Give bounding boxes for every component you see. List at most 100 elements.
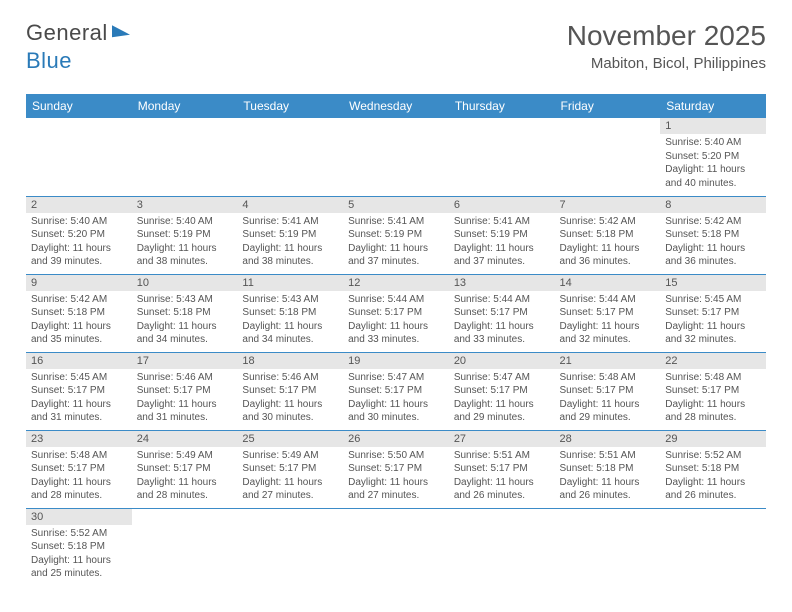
daylight-text-2: and 28 minutes. [137,489,233,503]
sunset-text: Sunset: 5:17 PM [454,384,550,398]
daylight-text-1: Daylight: 11 hours [454,476,550,490]
daylight-text-2: and 27 minutes. [348,489,444,503]
daylight-text-1: Daylight: 11 hours [665,476,761,490]
day-number: 24 [132,431,238,447]
daylight-text-2: and 30 minutes. [242,411,338,425]
logo: General [26,20,132,46]
daylight-text-1: Daylight: 11 hours [137,398,233,412]
logo-text-general: General [26,20,108,46]
daylight-text-2: and 35 minutes. [31,333,127,347]
day-info: Sunrise: 5:52 AMSunset: 5:18 PMDaylight:… [660,447,766,507]
daylight-text-2: and 38 minutes. [137,255,233,269]
day-info: Sunrise: 5:46 AMSunset: 5:17 PMDaylight:… [132,369,238,429]
daylight-text-2: and 31 minutes. [137,411,233,425]
calendar-cell [555,508,661,586]
day-number: 22 [660,353,766,369]
sunrise-text: Sunrise: 5:42 AM [665,215,761,229]
weekday-header: Friday [555,94,661,118]
daylight-text-1: Daylight: 11 hours [31,398,127,412]
calendar-cell: 24Sunrise: 5:49 AMSunset: 5:17 PMDayligh… [132,430,238,508]
sunrise-text: Sunrise: 5:52 AM [31,527,127,541]
calendar-cell [343,118,449,196]
day-info: Sunrise: 5:42 AMSunset: 5:18 PMDaylight:… [660,213,766,273]
day-info: Sunrise: 5:48 AMSunset: 5:17 PMDaylight:… [660,369,766,429]
sunrise-text: Sunrise: 5:45 AM [665,293,761,307]
day-number: 12 [343,275,449,291]
sunset-text: Sunset: 5:18 PM [665,462,761,476]
calendar-cell [449,118,555,196]
weekday-header: Thursday [449,94,555,118]
sunrise-text: Sunrise: 5:41 AM [348,215,444,229]
day-info: Sunrise: 5:43 AMSunset: 5:18 PMDaylight:… [132,291,238,351]
daylight-text-1: Daylight: 11 hours [665,242,761,256]
day-info: Sunrise: 5:41 AMSunset: 5:19 PMDaylight:… [449,213,555,273]
day-number: 23 [26,431,132,447]
day-info: Sunrise: 5:41 AMSunset: 5:19 PMDaylight:… [237,213,343,273]
day-number: 5 [343,197,449,213]
calendar-cell: 17Sunrise: 5:46 AMSunset: 5:17 PMDayligh… [132,352,238,430]
sunrise-text: Sunrise: 5:42 AM [31,293,127,307]
day-info: Sunrise: 5:47 AMSunset: 5:17 PMDaylight:… [343,369,449,429]
calendar-row: 16Sunrise: 5:45 AMSunset: 5:17 PMDayligh… [26,352,766,430]
sunrise-text: Sunrise: 5:52 AM [665,449,761,463]
sunset-text: Sunset: 5:18 PM [31,540,127,554]
calendar-cell: 3Sunrise: 5:40 AMSunset: 5:19 PMDaylight… [132,196,238,274]
daylight-text-2: and 28 minutes. [31,489,127,503]
calendar-row: 1Sunrise: 5:40 AMSunset: 5:20 PMDaylight… [26,118,766,196]
daylight-text-1: Daylight: 11 hours [560,398,656,412]
sunset-text: Sunset: 5:18 PM [137,306,233,320]
sunset-text: Sunset: 5:17 PM [454,462,550,476]
daylight-text-1: Daylight: 11 hours [137,320,233,334]
day-number: 26 [343,431,449,447]
day-number: 10 [132,275,238,291]
daylight-text-2: and 27 minutes. [242,489,338,503]
daylight-text-1: Daylight: 11 hours [242,398,338,412]
daylight-text-1: Daylight: 11 hours [454,398,550,412]
calendar-cell: 16Sunrise: 5:45 AMSunset: 5:17 PMDayligh… [26,352,132,430]
calendar-cell: 8Sunrise: 5:42 AMSunset: 5:18 PMDaylight… [660,196,766,274]
daylight-text-2: and 34 minutes. [137,333,233,347]
calendar-cell [132,508,238,586]
sunrise-text: Sunrise: 5:46 AM [137,371,233,385]
sunrise-text: Sunrise: 5:47 AM [454,371,550,385]
calendar-cell: 23Sunrise: 5:48 AMSunset: 5:17 PMDayligh… [26,430,132,508]
sunset-text: Sunset: 5:17 PM [348,462,444,476]
calendar-cell [449,508,555,586]
calendar-cell [26,118,132,196]
daylight-text-2: and 28 minutes. [665,411,761,425]
day-number: 9 [26,275,132,291]
sunset-text: Sunset: 5:17 PM [137,384,233,398]
sunset-text: Sunset: 5:18 PM [560,228,656,242]
sunrise-text: Sunrise: 5:44 AM [454,293,550,307]
sunrise-text: Sunrise: 5:40 AM [665,136,761,150]
day-info: Sunrise: 5:40 AMSunset: 5:20 PMDaylight:… [660,134,766,194]
day-number: 3 [132,197,238,213]
daylight-text-2: and 37 minutes. [454,255,550,269]
sunset-text: Sunset: 5:17 PM [242,384,338,398]
calendar-cell: 19Sunrise: 5:47 AMSunset: 5:17 PMDayligh… [343,352,449,430]
sunrise-text: Sunrise: 5:43 AM [242,293,338,307]
calendar-cell: 5Sunrise: 5:41 AMSunset: 5:19 PMDaylight… [343,196,449,274]
day-number: 30 [26,509,132,525]
day-info: Sunrise: 5:41 AMSunset: 5:19 PMDaylight:… [343,213,449,273]
day-info: Sunrise: 5:52 AMSunset: 5:18 PMDaylight:… [26,525,132,585]
daylight-text-1: Daylight: 11 hours [31,320,127,334]
day-number: 16 [26,353,132,369]
day-number: 20 [449,353,555,369]
calendar-cell: 11Sunrise: 5:43 AMSunset: 5:18 PMDayligh… [237,274,343,352]
daylight-text-1: Daylight: 11 hours [137,242,233,256]
daylight-text-2: and 33 minutes. [454,333,550,347]
sunset-text: Sunset: 5:17 PM [31,384,127,398]
calendar-cell: 2Sunrise: 5:40 AMSunset: 5:20 PMDaylight… [26,196,132,274]
calendar-cell: 26Sunrise: 5:50 AMSunset: 5:17 PMDayligh… [343,430,449,508]
day-number: 11 [237,275,343,291]
daylight-text-1: Daylight: 11 hours [242,320,338,334]
sunrise-text: Sunrise: 5:40 AM [31,215,127,229]
sunrise-text: Sunrise: 5:49 AM [137,449,233,463]
calendar-cell: 1Sunrise: 5:40 AMSunset: 5:20 PMDaylight… [660,118,766,196]
sunset-text: Sunset: 5:20 PM [31,228,127,242]
calendar-cell [343,508,449,586]
header: General November 2025 Mabiton, Bicol, Ph… [26,20,766,72]
daylight-text-1: Daylight: 11 hours [560,476,656,490]
sunset-text: Sunset: 5:17 PM [31,462,127,476]
